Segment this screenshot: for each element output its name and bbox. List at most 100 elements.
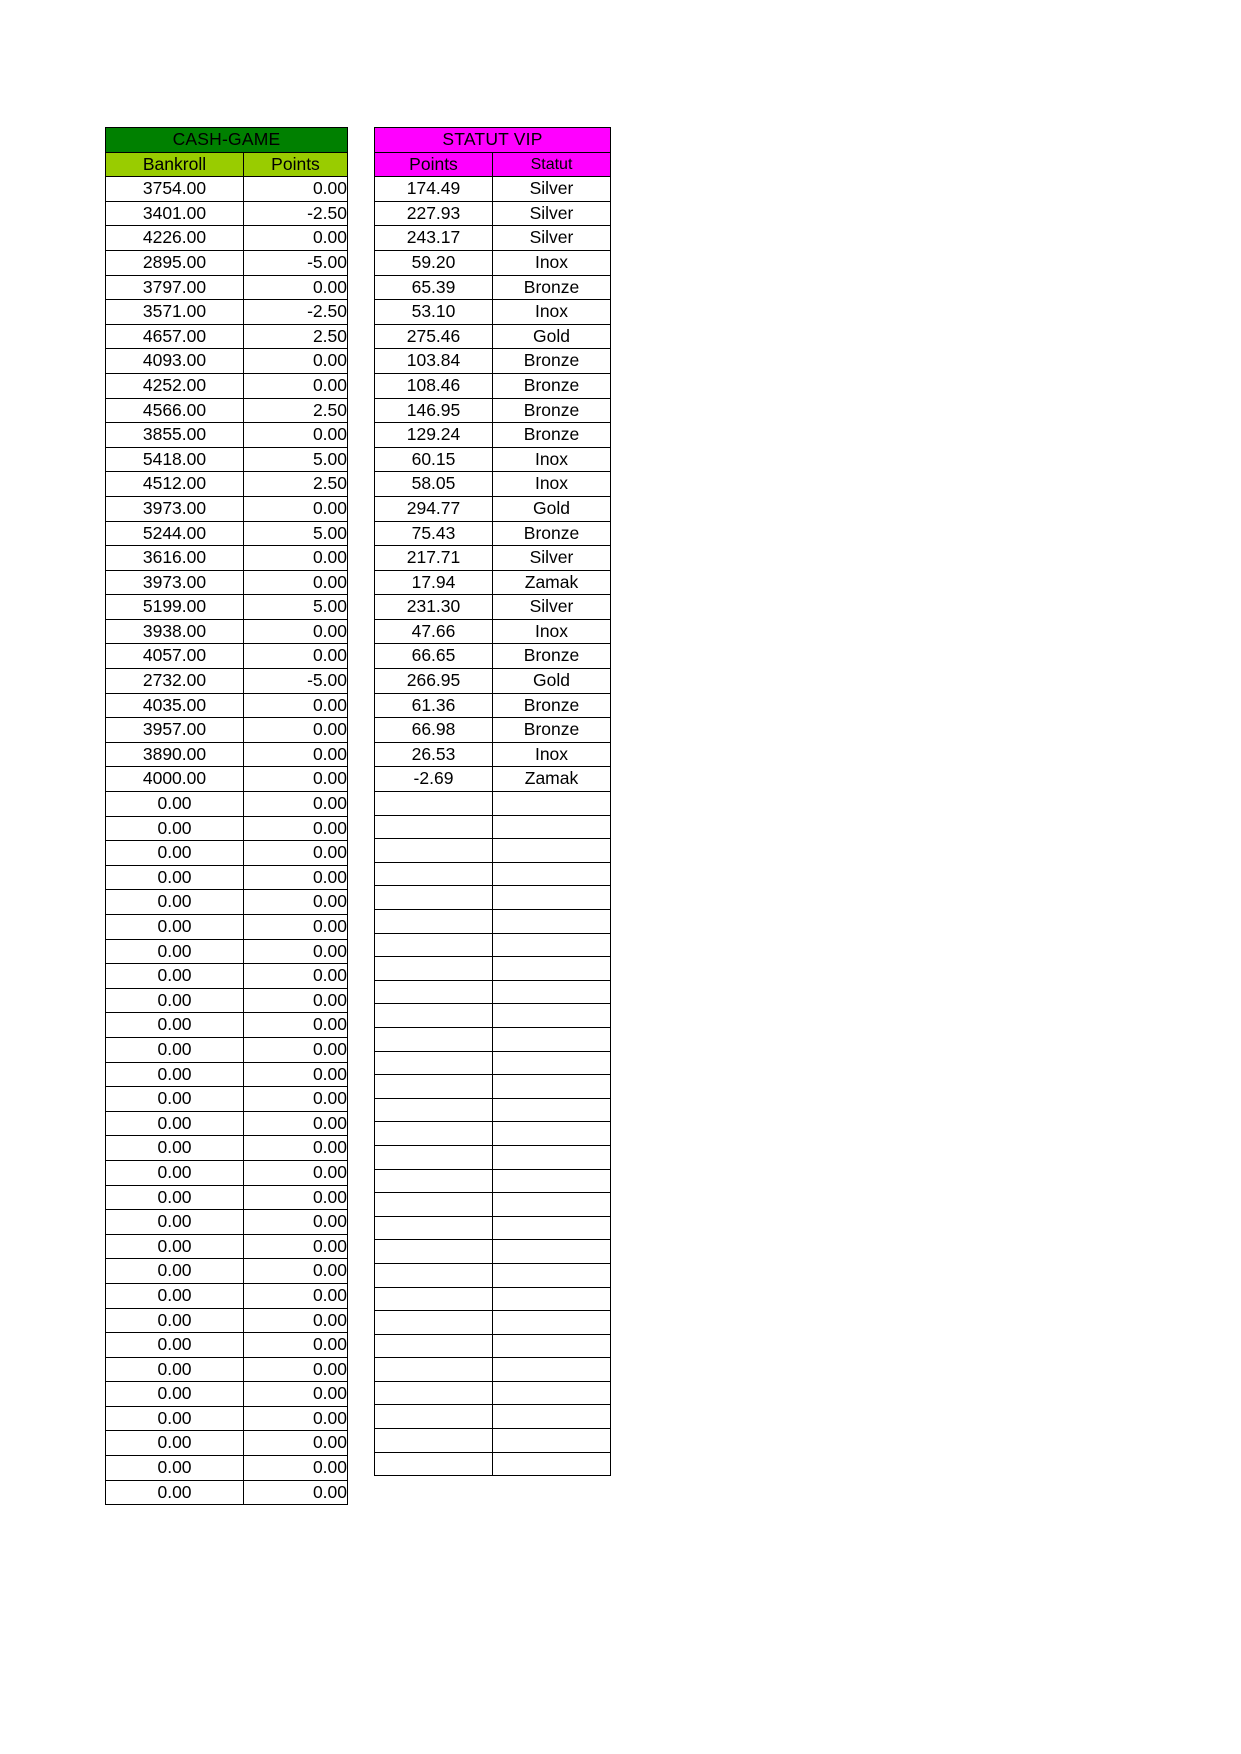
bankroll-cell[interactable]: 0.00 — [105, 1135, 244, 1161]
bankroll-cell[interactable]: 0.00 — [105, 1086, 244, 1112]
statut-cell[interactable] — [492, 932, 611, 958]
points-cell[interactable]: 0.00 — [243, 717, 348, 743]
points-cell[interactable]: 0.00 — [243, 1381, 348, 1407]
statut-cell[interactable]: Gold — [492, 495, 611, 522]
statut-cell[interactable] — [492, 1074, 611, 1099]
bankroll-cell[interactable]: 0.00 — [105, 1356, 244, 1383]
bankroll-cell[interactable]: 0.00 — [105, 889, 244, 915]
points-cell[interactable]: 0.00 — [243, 1159, 348, 1186]
vip-points-cell[interactable] — [374, 1380, 493, 1406]
statut-cell[interactable]: Inox — [492, 299, 611, 325]
vip-points-cell[interactable] — [374, 956, 493, 981]
points-cell[interactable]: 0.00 — [243, 1258, 348, 1284]
vip-points-cell[interactable] — [374, 1310, 493, 1335]
vip-points-cell[interactable] — [374, 1121, 493, 1146]
bankroll-cell[interactable]: 2895.00 — [105, 249, 244, 276]
statut-cell[interactable]: Silver — [492, 545, 611, 571]
vip-points-cell[interactable] — [374, 861, 493, 887]
statut-cell[interactable]: Inox — [492, 741, 611, 768]
bankroll-cell[interactable]: 3401.00 — [105, 200, 244, 227]
points-cell[interactable]: 0.00 — [243, 422, 348, 448]
bankroll-cell[interactable]: 3957.00 — [105, 717, 244, 743]
points-cell[interactable]: 0.00 — [243, 1036, 348, 1063]
statut-cell[interactable] — [492, 1215, 611, 1241]
bankroll-cell[interactable]: 0.00 — [105, 815, 244, 842]
points-cell[interactable]: 0.00 — [243, 569, 348, 596]
vip-points-cell[interactable]: 47.66 — [374, 618, 493, 645]
statut-cell[interactable] — [492, 1357, 611, 1382]
points-cell[interactable]: -2.50 — [243, 200, 348, 227]
vip-points-cell[interactable]: 243.17 — [374, 225, 493, 251]
bankroll-cell[interactable]: 4093.00 — [105, 348, 244, 374]
points-cell[interactable]: 0.00 — [243, 938, 348, 965]
vip-points-cell[interactable] — [374, 1097, 493, 1123]
statut-cell[interactable] — [492, 1428, 611, 1453]
points-cell[interactable]: 0.00 — [243, 274, 348, 301]
vip-points-cell[interactable]: 75.43 — [374, 520, 493, 547]
vip-points-cell[interactable]: 231.30 — [374, 594, 493, 620]
statut-cell[interactable] — [492, 909, 611, 934]
points-cell[interactable]: 0.00 — [243, 348, 348, 374]
points-cell[interactable]: 0.00 — [243, 766, 348, 793]
bankroll-cell[interactable]: 3616.00 — [105, 545, 244, 571]
statut-cell[interactable]: Inox — [492, 249, 611, 276]
bankroll-cell[interactable]: 4512.00 — [105, 471, 244, 497]
statut-cell[interactable] — [492, 838, 611, 863]
bankroll-cell[interactable]: 0.00 — [105, 1184, 244, 1211]
vip-points-cell[interactable] — [374, 909, 493, 934]
points-cell[interactable]: 0.00 — [243, 963, 348, 989]
bankroll-cell[interactable]: 0.00 — [105, 1209, 244, 1235]
points-cell[interactable]: 0.00 — [243, 643, 348, 670]
bankroll-cell[interactable]: 0.00 — [105, 1430, 244, 1457]
statut-cell[interactable]: Bronze — [492, 643, 611, 670]
vip-points-cell[interactable]: 65.39 — [374, 274, 493, 301]
vip-points-cell[interactable] — [374, 1050, 493, 1076]
points-cell[interactable]: 0.00 — [243, 889, 348, 915]
vip-points-cell[interactable]: 129.24 — [374, 422, 493, 448]
statut-cell[interactable] — [492, 1286, 611, 1312]
points-cell[interactable]: -5.00 — [243, 668, 348, 694]
statut-cell[interactable] — [492, 791, 611, 816]
vip-points-cell[interactable]: 275.46 — [374, 323, 493, 350]
statut-cell[interactable] — [492, 1192, 611, 1217]
points-cell[interactable]: 0.00 — [243, 1012, 348, 1038]
bankroll-cell[interactable]: 0.00 — [105, 1405, 244, 1432]
vip-points-cell[interactable]: 58.05 — [374, 471, 493, 497]
bankroll-cell[interactable]: 3571.00 — [105, 299, 244, 325]
points-cell[interactable]: 0.00 — [243, 1110, 348, 1137]
bankroll-cell[interactable]: 0.00 — [105, 1061, 244, 1088]
statut-cell[interactable]: Silver — [492, 200, 611, 227]
vip-points-cell[interactable]: 17.94 — [374, 569, 493, 596]
vip-points-cell[interactable]: 53.10 — [374, 299, 493, 325]
points-cell[interactable]: 0.00 — [243, 1282, 348, 1309]
bankroll-cell[interactable]: 4657.00 — [105, 323, 244, 350]
bankroll-cell[interactable]: 3855.00 — [105, 422, 244, 448]
vip-points-cell[interactable] — [374, 885, 493, 910]
statut-cell[interactable] — [492, 1262, 611, 1288]
vip-points-cell[interactable] — [374, 932, 493, 958]
vip-points-cell[interactable]: 266.95 — [374, 668, 493, 694]
bankroll-cell[interactable]: 0.00 — [105, 1307, 244, 1334]
vip-points-cell[interactable]: 227.93 — [374, 200, 493, 227]
bankroll-cell[interactable]: 5418.00 — [105, 446, 244, 473]
bankroll-cell[interactable]: 5244.00 — [105, 520, 244, 547]
statut-cell[interactable] — [492, 1404, 611, 1430]
bankroll-cell[interactable]: 0.00 — [105, 1332, 244, 1358]
points-cell[interactable]: 0.00 — [243, 1233, 348, 1260]
bankroll-cell[interactable]: 0.00 — [105, 1258, 244, 1284]
statut-cell[interactable]: Gold — [492, 668, 611, 694]
points-cell[interactable]: 0.00 — [243, 914, 348, 940]
vip-points-cell[interactable] — [374, 1451, 493, 1477]
bankroll-cell[interactable]: 4035.00 — [105, 692, 244, 719]
points-cell[interactable]: 5.00 — [243, 446, 348, 473]
statut-cell[interactable] — [492, 1121, 611, 1146]
points-cell[interactable]: 0.00 — [243, 1307, 348, 1334]
points-cell[interactable]: 0.00 — [243, 1332, 348, 1358]
points-cell[interactable]: 0.00 — [243, 1405, 348, 1432]
statut-cell[interactable] — [492, 1380, 611, 1406]
points-cell[interactable]: 0.00 — [243, 225, 348, 251]
statut-cell[interactable] — [492, 956, 611, 981]
vip-points-cell[interactable] — [374, 791, 493, 816]
bankroll-cell[interactable]: 3973.00 — [105, 495, 244, 522]
points-cell[interactable]: 0.00 — [243, 840, 348, 866]
